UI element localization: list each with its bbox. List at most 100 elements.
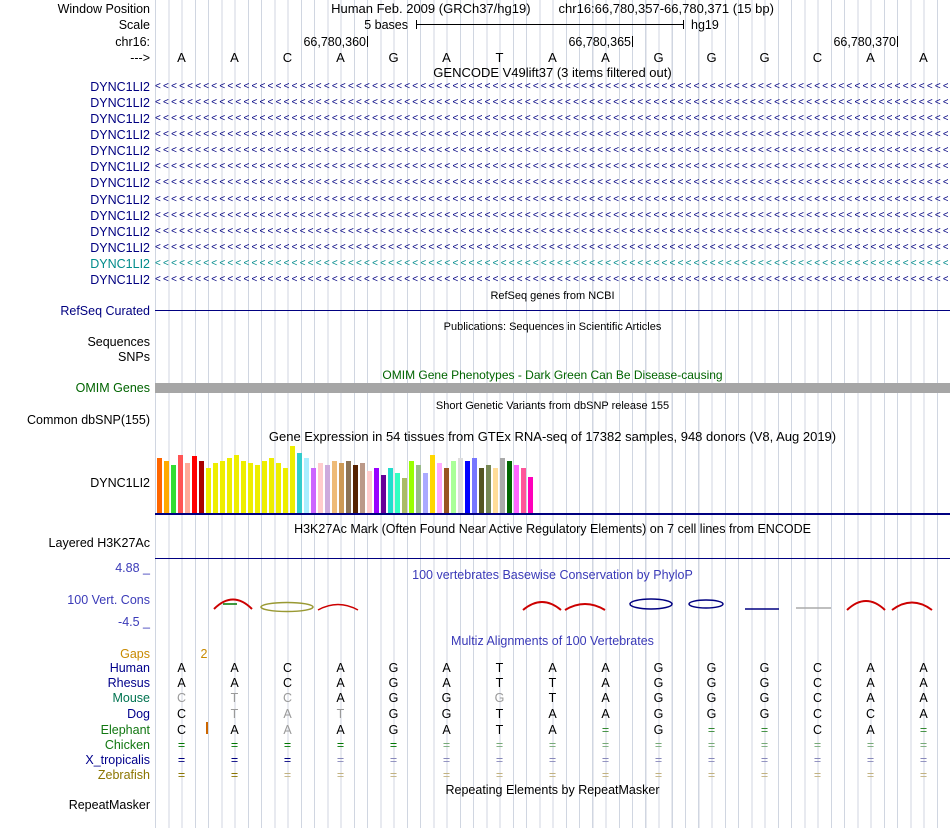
gtex-expression-bar[interactable]: [346, 461, 351, 513]
gtex-expression-bar[interactable]: [199, 461, 204, 513]
multiz-gaps-label[interactable]: Gaps: [120, 647, 150, 661]
omim-genes-label[interactable]: OMIM Genes: [75, 381, 150, 395]
refseq-curated-label[interactable]: RefSeq Curated: [60, 304, 150, 318]
gtex-expression-bar[interactable]: [507, 461, 512, 513]
gtex-expression-bar[interactable]: [255, 465, 260, 513]
gtex-expression-bar[interactable]: [248, 463, 253, 513]
gtex-expression-bar[interactable]: [493, 468, 498, 513]
omim-gene-bar[interactable]: [155, 383, 950, 393]
gtex-gene-label[interactable]: DYNC1LI2: [90, 476, 150, 490]
phylop-conservation-wiggle[interactable]: [155, 565, 950, 630]
h3k27ac-label[interactable]: Layered H3K27Ac: [48, 536, 150, 550]
gencode-transcript-row[interactable]: <<<<<<<<<<<<<<<<<<<<<<<<<<<<<<<<<<<<<<<<…: [155, 129, 948, 141]
multiz-species-label[interactable]: Mouse: [112, 691, 150, 705]
gtex-expression-bar[interactable]: [269, 458, 274, 513]
gencode-transcript-label[interactable]: DYNC1LI2: [90, 144, 150, 159]
gtex-expression-bar[interactable]: [339, 463, 344, 513]
gencode-transcript-row[interactable]: <<<<<<<<<<<<<<<<<<<<<<<<<<<<<<<<<<<<<<<<…: [155, 161, 948, 173]
gtex-expression-bar[interactable]: [234, 455, 239, 513]
gtex-expression-bar[interactable]: [227, 458, 232, 513]
gtex-expression-bar[interactable]: [325, 465, 330, 513]
conservation-label[interactable]: 100 Vert. Cons: [67, 593, 150, 607]
gtex-expression-bar[interactable]: [437, 463, 442, 513]
gtex-expression-bar[interactable]: [297, 453, 302, 513]
gencode-transcript-row[interactable]: <<<<<<<<<<<<<<<<<<<<<<<<<<<<<<<<<<<<<<<<…: [155, 257, 948, 269]
gtex-expression-bar[interactable]: [402, 478, 407, 513]
gtex-expression-bar[interactable]: [381, 475, 386, 513]
gencode-transcript-label[interactable]: DYNC1LI2: [90, 128, 150, 143]
gtex-expression-bar[interactable]: [206, 468, 211, 513]
gtex-expression-bar[interactable]: [290, 446, 295, 513]
gtex-expression-bar[interactable]: [157, 458, 162, 513]
gencode-transcript-label[interactable]: DYNC1LI2: [90, 224, 150, 239]
repeatmasker-label[interactable]: RepeatMasker: [68, 798, 150, 812]
publications-sequences-label[interactable]: Sequences: [87, 335, 150, 349]
gencode-transcript-label[interactable]: DYNC1LI2: [90, 192, 150, 207]
gencode-transcript-label[interactable]: DYNC1LI2: [90, 208, 150, 223]
gtex-expression-bar[interactable]: [192, 456, 197, 513]
gtex-expression-bar[interactable]: [465, 461, 470, 513]
gtex-expression-bar[interactable]: [164, 461, 169, 513]
gencode-transcript-row[interactable]: <<<<<<<<<<<<<<<<<<<<<<<<<<<<<<<<<<<<<<<<…: [155, 225, 948, 237]
gencode-transcript-label[interactable]: DYNC1LI2: [90, 176, 150, 191]
gencode-transcript-row[interactable]: <<<<<<<<<<<<<<<<<<<<<<<<<<<<<<<<<<<<<<<<…: [155, 81, 948, 92]
gencode-transcript-row[interactable]: <<<<<<<<<<<<<<<<<<<<<<<<<<<<<<<<<<<<<<<<…: [155, 177, 948, 189]
gencode-transcript-label[interactable]: DYNC1LI2: [90, 256, 150, 271]
gencode-transcript-row[interactable]: <<<<<<<<<<<<<<<<<<<<<<<<<<<<<<<<<<<<<<<<…: [155, 97, 948, 109]
gtex-expression-bar[interactable]: [360, 463, 365, 513]
gtex-expression-bar[interactable]: [367, 471, 372, 513]
multiz-species-label[interactable]: Rhesus: [107, 676, 150, 690]
gencode-transcript-row[interactable]: <<<<<<<<<<<<<<<<<<<<<<<<<<<<<<<<<<<<<<<<…: [155, 193, 948, 205]
gtex-expression-bar[interactable]: [332, 461, 337, 513]
gencode-transcript-label[interactable]: DYNC1LI2: [90, 160, 150, 175]
gtex-expression-bar[interactable]: [311, 468, 316, 513]
gtex-expression-bar[interactable]: [374, 468, 379, 513]
gtex-expression-bar[interactable]: [486, 465, 491, 513]
gtex-expression-bar[interactable]: [528, 477, 533, 513]
gtex-expression-bar[interactable]: [213, 463, 218, 513]
gtex-expression-bar[interactable]: [458, 458, 463, 513]
gtex-expression-bar[interactable]: [262, 461, 267, 513]
gtex-expression-bar[interactable]: [500, 458, 505, 513]
gencode-transcript-row[interactable]: <<<<<<<<<<<<<<<<<<<<<<<<<<<<<<<<<<<<<<<<…: [155, 273, 948, 285]
gtex-expression-bar[interactable]: [409, 461, 414, 513]
gtex-expression-bar[interactable]: [241, 461, 246, 513]
gtex-expression-bar[interactable]: [444, 468, 449, 513]
gtex-expression-bar[interactable]: [388, 468, 393, 513]
gtex-expression-bar[interactable]: [479, 468, 484, 513]
gencode-transcript-label[interactable]: DYNC1LI2: [90, 272, 150, 287]
gtex-expression-bar[interactable]: [430, 455, 435, 513]
gtex-expression-bar[interactable]: [220, 461, 225, 513]
multiz-species-label[interactable]: X_tropicalis: [85, 753, 150, 767]
multiz-species-label[interactable]: Dog: [127, 707, 150, 721]
refseq-curated-gene-line[interactable]: [155, 310, 950, 311]
gtex-expression-bar[interactable]: [451, 461, 456, 513]
multiz-species-label[interactable]: Human: [109, 661, 150, 675]
gencode-transcript-label[interactable]: DYNC1LI2: [90, 240, 150, 255]
gencode-transcript-row[interactable]: <<<<<<<<<<<<<<<<<<<<<<<<<<<<<<<<<<<<<<<<…: [155, 241, 948, 253]
gtex-expression-bar[interactable]: [171, 465, 176, 513]
gtex-expression-bar[interactable]: [521, 468, 526, 513]
gtex-expression-bar[interactable]: [395, 473, 400, 513]
gencode-transcript-label[interactable]: DYNC1LI2: [90, 96, 150, 111]
gencode-transcript-row[interactable]: <<<<<<<<<<<<<<<<<<<<<<<<<<<<<<<<<<<<<<<<…: [155, 113, 948, 125]
gencode-transcript-row[interactable]: <<<<<<<<<<<<<<<<<<<<<<<<<<<<<<<<<<<<<<<<…: [155, 209, 948, 221]
multiz-species-label[interactable]: Zebrafish: [97, 768, 150, 782]
gtex-expression-bar[interactable]: [353, 465, 358, 513]
common-dbsnp-label[interactable]: Common dbSNP(155): [27, 413, 150, 427]
gtex-expression-bar[interactable]: [318, 463, 323, 513]
gtex-expression-bar[interactable]: [178, 455, 183, 513]
gencode-transcript-label[interactable]: DYNC1LI2: [90, 80, 150, 94]
gtex-expression-bar[interactable]: [276, 463, 281, 513]
gencode-transcript-row[interactable]: <<<<<<<<<<<<<<<<<<<<<<<<<<<<<<<<<<<<<<<<…: [155, 145, 948, 157]
multiz-species-label[interactable]: Chicken: [104, 738, 150, 752]
gtex-expression-bar[interactable]: [423, 473, 428, 513]
gencode-transcript-label[interactable]: DYNC1LI2: [90, 112, 150, 127]
multiz-species-label[interactable]: Elephant: [100, 723, 150, 737]
gtex-expression-bar[interactable]: [416, 465, 421, 513]
gtex-expression-bar[interactable]: [283, 468, 288, 513]
publications-snps-label[interactable]: SNPs: [118, 350, 150, 364]
gtex-expression-bar[interactable]: [472, 458, 477, 513]
gtex-expression-bar[interactable]: [304, 458, 309, 513]
